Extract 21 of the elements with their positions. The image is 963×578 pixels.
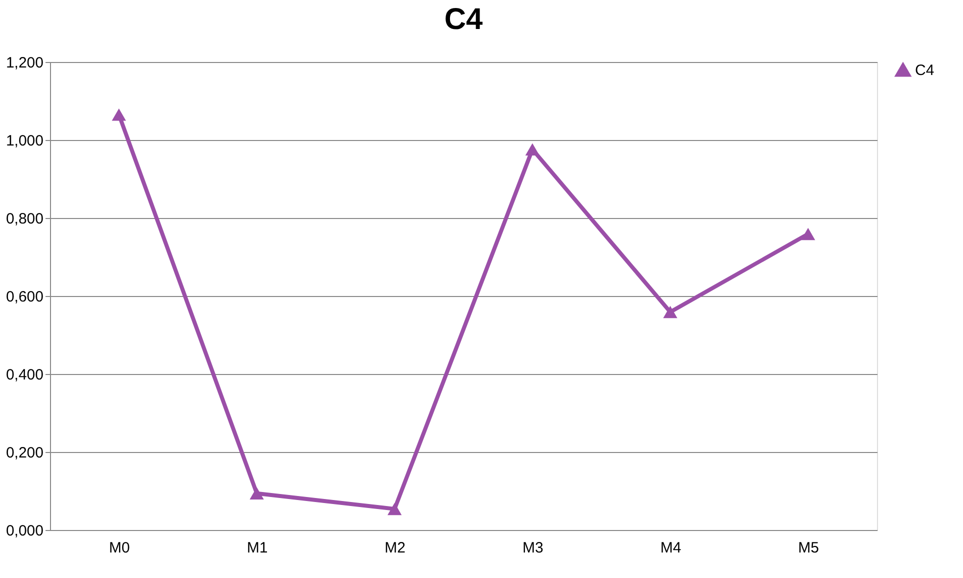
x-tick-label: M1 xyxy=(246,540,268,556)
legend-label: C4 xyxy=(915,62,934,79)
x-tick-label: M4 xyxy=(660,540,682,556)
y-tick-label: 0,200 xyxy=(6,444,44,462)
point xyxy=(663,306,678,318)
x-tick-label: M5 xyxy=(798,540,820,556)
point xyxy=(801,228,816,240)
x-tick-label: M0 xyxy=(108,540,130,556)
y-tick-label: 0,400 xyxy=(6,366,44,384)
y-tick-label: 1,200 xyxy=(6,54,44,72)
y-tick-label: 0,800 xyxy=(6,210,44,228)
y-tick-label: 0,000 xyxy=(6,522,44,540)
point xyxy=(112,108,126,121)
x-tick-label: M2 xyxy=(384,540,406,556)
point xyxy=(525,143,540,156)
point xyxy=(388,502,402,516)
chart-title: C4 xyxy=(444,3,483,36)
y-tick-label: 0,600 xyxy=(6,288,44,306)
x-tick-label: M3 xyxy=(522,540,544,556)
point xyxy=(250,487,264,500)
y-tick-label: 1,000 xyxy=(6,132,44,150)
